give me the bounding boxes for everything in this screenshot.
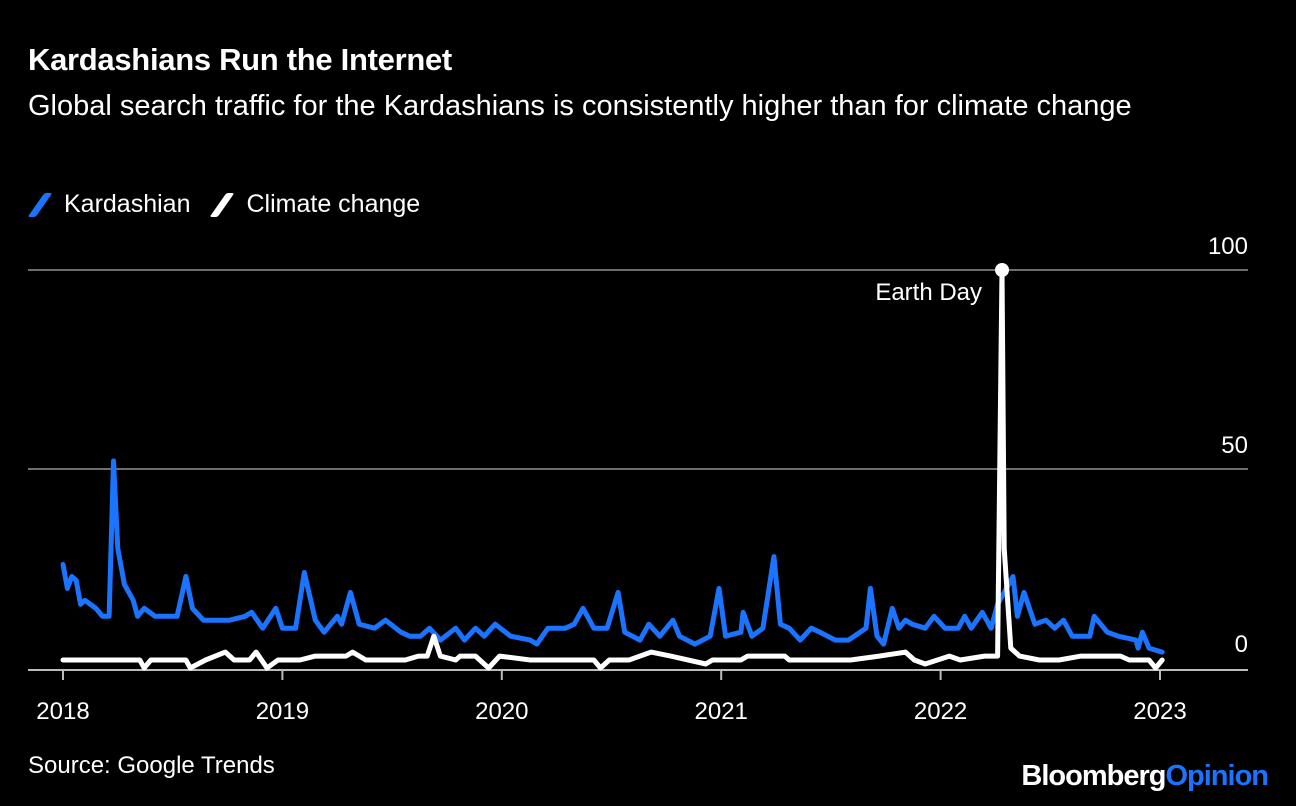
x-tick-label-2023: 2023 <box>1133 698 1186 725</box>
chart-title: Kardashians Run the Internet <box>28 42 452 77</box>
annotation-label-earth-day: Earth Day <box>875 279 982 306</box>
legend-item-kardashian: Kardashian <box>27 190 191 219</box>
x-tick-label-2018: 2018 <box>36 698 89 725</box>
legend-item-climate-change: Climate change <box>210 190 421 219</box>
annotation-marker-earth-day <box>995 263 1010 277</box>
x-tick-label-2019: 2019 <box>256 698 309 725</box>
y-tick-label-100: 100 <box>1208 233 1248 260</box>
legend-label-climate-change: Climate change <box>246 190 421 218</box>
legend-label-kardashian: Kardashian <box>64 190 191 218</box>
y-tick-label-0: 0 <box>1235 631 1248 658</box>
x-tick-label-2020: 2020 <box>475 698 528 725</box>
x-tick-label-2021: 2021 <box>695 698 748 725</box>
x-tick-label-2022: 2022 <box>914 698 967 725</box>
logo-bloomberg: Bloomberg <box>1021 760 1166 792</box>
legend: Kardashian Climate change <box>27 190 442 219</box>
logo-opinion: Opinion <box>1165 760 1269 792</box>
source-note: Source: Google Trends <box>28 752 275 779</box>
series-line-climate-change <box>60 267 1165 671</box>
series-line-kardashian <box>60 458 1165 655</box>
chart-subtitle: Global search traffic for the Kardashian… <box>28 90 1132 122</box>
bloomberg-opinion-logo: BloombergOpinion <box>1021 760 1269 793</box>
y-tick-label-50: 50 <box>1221 432 1248 459</box>
